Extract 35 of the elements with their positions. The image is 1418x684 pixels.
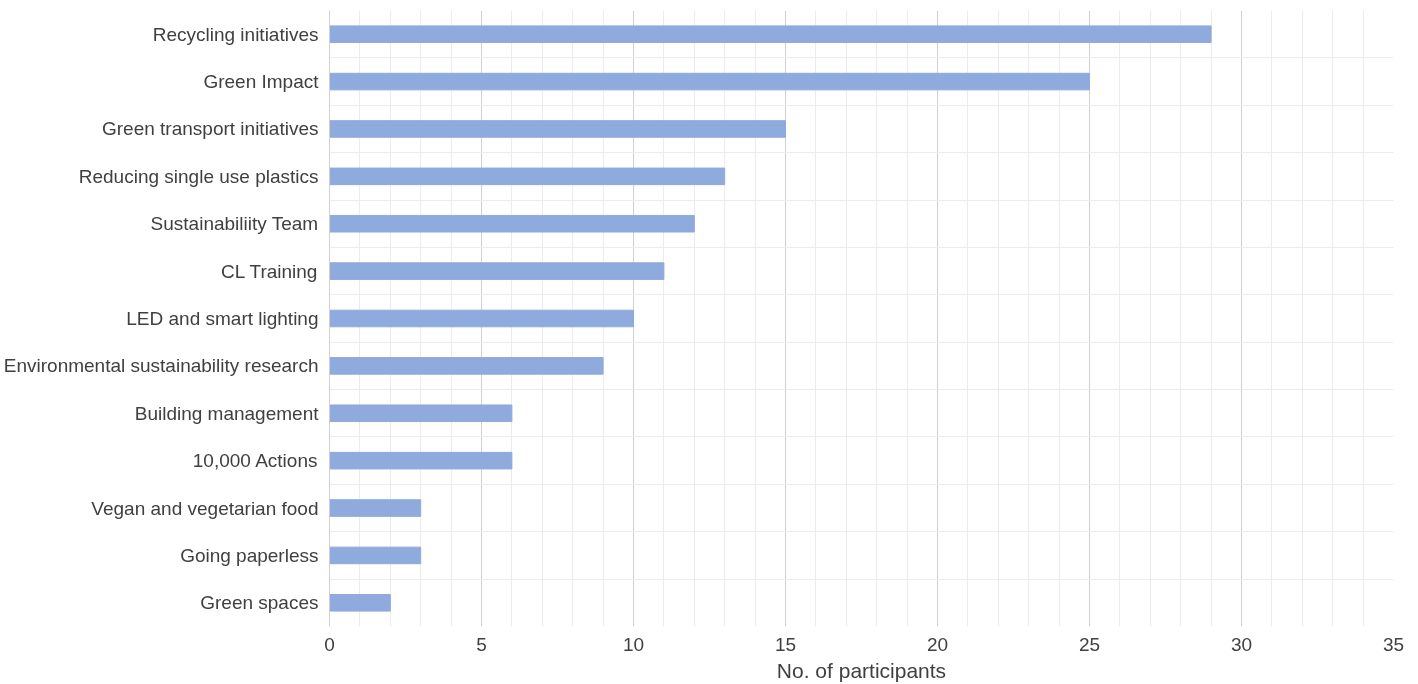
y-tick-label: 10,000 Actions [192, 450, 318, 472]
x-tick-label: 30 [1230, 633, 1253, 655]
y-tick-label: Vegan and vegetarian food [91, 497, 319, 519]
x-tick-label: 20 [926, 633, 949, 655]
y-tick-label: Green Impact [203, 71, 320, 93]
bar [329, 120, 786, 138]
bar [329, 167, 726, 186]
bar [329, 309, 634, 328]
bar [329, 594, 391, 612]
bar [329, 72, 1090, 91]
bar [329, 499, 422, 517]
x-tick-label: 25 [1078, 633, 1101, 655]
bar [329, 262, 665, 280]
y-tick-label: LED and smart lighting [126, 308, 319, 329]
y-tick-label: Green transport initiatives [102, 118, 319, 140]
x-tick-label: 5 [476, 633, 487, 655]
bar [329, 214, 695, 233]
y-tick-label: Building management [134, 402, 320, 424]
bar [329, 25, 1212, 43]
bar [329, 546, 422, 565]
x-tick-label: 10 [622, 633, 645, 655]
y-tick-label: Recycling initiatives [152, 23, 319, 45]
bar [329, 357, 604, 375]
x-tick-label: 15 [774, 633, 797, 655]
y-tick-label: Environmental sustainability research [3, 355, 319, 377]
y-tick-label: Reducing single use plastics [78, 165, 319, 187]
y-tick-label: CL Training [221, 260, 318, 282]
bar [329, 404, 513, 423]
x-tick-label: 35 [1382, 633, 1405, 655]
bar [329, 451, 513, 470]
y-tick-label: Sustainabiliity Team [150, 213, 319, 235]
y-tick-label: Green spaces [200, 592, 319, 614]
y-tick-label: Going paperless [180, 544, 319, 566]
x-axis-title: No. of participants [776, 658, 947, 682]
x-tick-label: 0 [324, 633, 335, 655]
